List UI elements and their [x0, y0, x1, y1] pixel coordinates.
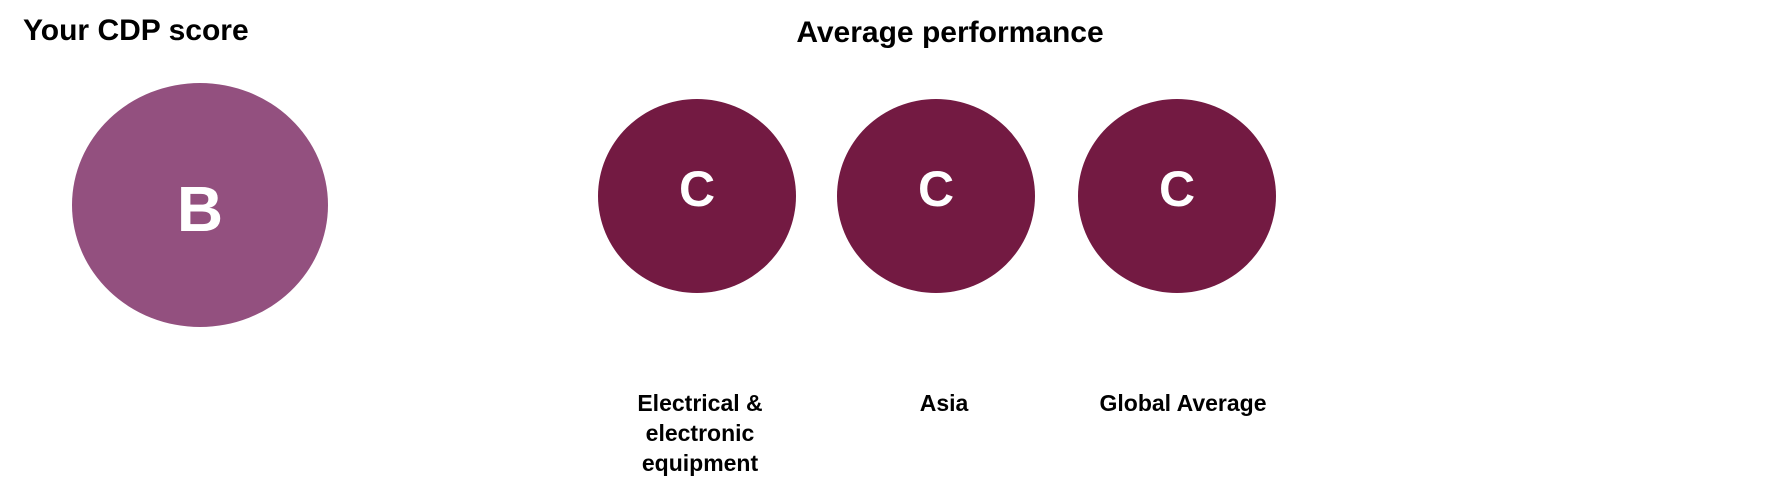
your-cdp-score-title: Your CDP score [23, 14, 249, 47]
average-score-circle-region: C [837, 99, 1035, 293]
sector-label: Electrical & electronic equipment [637, 390, 763, 476]
region-label: Asia [919, 390, 969, 416]
your-score-circle: B [72, 83, 328, 327]
average-score-circle-sector: C [598, 99, 796, 293]
average-performance-title: Average performance [796, 16, 1104, 49]
average-score-circle-global: C [1078, 99, 1276, 293]
global-label: Global Average [1099, 390, 1267, 416]
